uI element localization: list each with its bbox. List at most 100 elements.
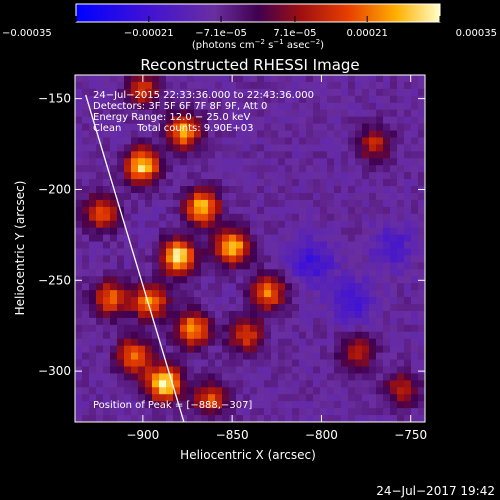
heatmap-cell [82, 179, 90, 187]
heatmap-cell [299, 234, 307, 242]
heatmap-cell [145, 366, 153, 374]
heatmap-cell [194, 331, 202, 340]
heatmap-cell [397, 199, 405, 208]
heatmap-cell [215, 269, 223, 277]
heatmap-cell [201, 415, 209, 422]
heatmap-cell [313, 304, 321, 312]
heatmap-cell [201, 304, 209, 312]
heatmap-cell [306, 95, 314, 104]
heatmap-cell [355, 359, 363, 367]
heatmap-cell [138, 324, 146, 333]
heatmap-cell [313, 380, 321, 388]
heatmap-cell [222, 317, 230, 326]
heatmap-cell [348, 283, 356, 291]
heatmap-cell [341, 95, 349, 104]
heatmap-cell [348, 269, 356, 277]
heatmap-cell [145, 179, 153, 187]
heatmap-cell [138, 179, 146, 187]
heatmap-cell [348, 227, 356, 236]
heatmap-cell [187, 290, 195, 298]
heatmap-cell [89, 262, 97, 270]
heatmap-cell [194, 227, 202, 236]
heatmap-cell [362, 310, 370, 319]
heatmap-cell [236, 310, 244, 319]
heatmap-cell [229, 352, 237, 360]
heatmap-cell [257, 227, 265, 236]
heatmap-cell [145, 331, 153, 340]
heatmap-cell [96, 345, 104, 353]
annotation-peak: Position of Peak = [−888,−307] [93, 400, 252, 411]
heatmap-cell [334, 206, 342, 215]
heatmap-cell [173, 408, 181, 416]
heatmap-cell [152, 75, 160, 83]
heatmap-cell [159, 172, 167, 180]
heatmap-cell [306, 81, 314, 90]
heatmap-cell [383, 192, 391, 201]
heatmap-cell [411, 234, 419, 242]
heatmap-cell [285, 290, 293, 298]
heatmap-cell [201, 387, 209, 395]
heatmap-cell [201, 123, 209, 131]
heatmap-cell [236, 151, 244, 159]
heatmap-cell [285, 415, 293, 422]
heatmap-cell [145, 81, 153, 90]
heatmap-cell [180, 324, 188, 333]
heatmap-cell [411, 310, 419, 319]
heatmap-cell [215, 338, 223, 347]
heatmap-cell [306, 88, 314, 97]
heatmap-cell [264, 331, 272, 340]
heatmap-cell [292, 359, 300, 367]
heatmap-cell [82, 109, 90, 118]
heatmap-cell [285, 172, 293, 180]
heatmap-cell [313, 144, 321, 152]
heatmap-cell [103, 179, 111, 187]
heatmap-cell [355, 137, 363, 145]
heatmap-cell [208, 137, 216, 145]
heatmap-cell [278, 317, 286, 326]
heatmap-cell [159, 366, 167, 374]
heatmap-cell [369, 324, 377, 333]
heatmap-cell [96, 338, 104, 347]
heatmap-cell [369, 310, 377, 319]
heatmap-cell [117, 345, 125, 353]
heatmap-cell [159, 408, 167, 416]
heatmap-cell [320, 380, 328, 388]
heatmap-cell [208, 345, 216, 353]
heatmap-cell [215, 387, 223, 395]
heatmap-cell [194, 144, 202, 152]
heatmap-cell [166, 304, 174, 312]
heatmap-cell [82, 220, 90, 229]
heatmap-cell [369, 199, 377, 208]
heatmap-cell [278, 248, 286, 256]
heatmap-cell [383, 373, 391, 381]
heatmap-cell [145, 248, 153, 256]
heatmap-cell [103, 352, 111, 360]
heatmap-cell [131, 123, 139, 131]
heatmap-cell [173, 415, 181, 422]
heatmap-cell [369, 172, 377, 180]
heatmap-cell [313, 352, 321, 360]
heatmap-cell [299, 359, 307, 367]
heatmap-cell [229, 95, 237, 104]
heatmap-cell [124, 116, 132, 124]
heatmap-cell [313, 262, 321, 270]
heatmap-cell [257, 276, 265, 284]
heatmap-cell [313, 283, 321, 291]
heatmap-cell [362, 234, 370, 242]
heatmap-cell [285, 331, 293, 340]
heatmap-cell [187, 179, 195, 187]
heatmap-cell [334, 102, 342, 111]
heatmap-cell [222, 186, 230, 194]
heatmap-cell [383, 359, 391, 367]
heatmap-cell [404, 317, 412, 326]
heatmap-cell [243, 415, 251, 422]
heatmap-cell [292, 290, 300, 298]
heatmap-cell [341, 380, 349, 388]
heatmap-cell [257, 158, 265, 166]
heatmap-cell [215, 158, 223, 166]
heatmap-cell [180, 359, 188, 367]
heatmap-cell [257, 415, 265, 422]
heatmap-cell [222, 192, 230, 201]
heatmap-cell [166, 408, 174, 416]
heatmap-cell [243, 137, 251, 145]
